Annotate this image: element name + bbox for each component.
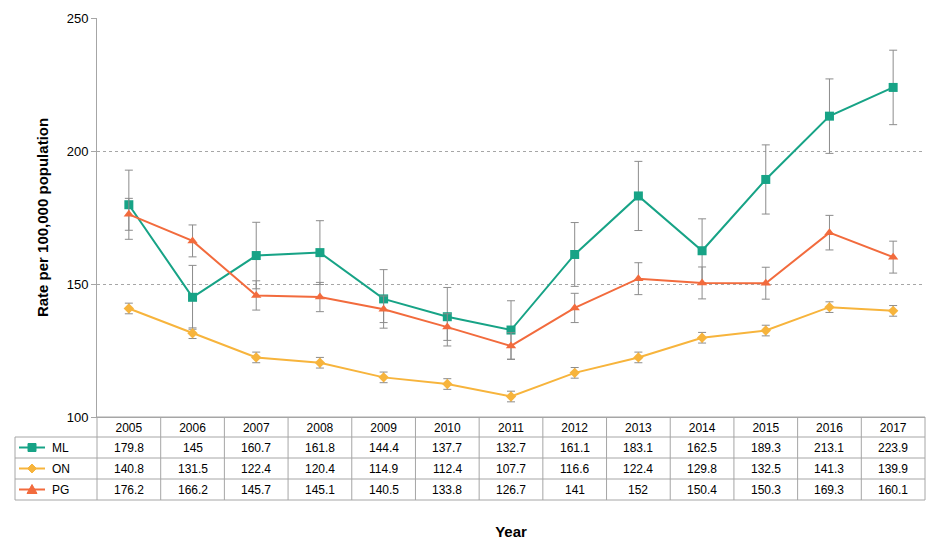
svg-text:137.7: 137.7 [432, 441, 462, 455]
svg-text:189.3: 189.3 [751, 441, 781, 455]
svg-text:250: 250 [67, 11, 89, 26]
svg-text:223.9: 223.9 [878, 441, 908, 455]
svg-text:2005: 2005 [115, 421, 142, 435]
svg-text:114.9: 114.9 [369, 462, 398, 476]
svg-text:179.8: 179.8 [114, 441, 144, 455]
svg-text:2015: 2015 [752, 421, 779, 435]
svg-text:ON: ON [52, 462, 70, 476]
svg-text:Year: Year [495, 523, 527, 540]
svg-text:129.8: 129.8 [687, 462, 717, 476]
svg-text:112.4: 112.4 [433, 462, 462, 476]
svg-text:140.8: 140.8 [114, 462, 144, 476]
svg-text:160.1: 160.1 [878, 483, 908, 497]
svg-text:140.5: 140.5 [369, 483, 399, 497]
svg-text:122.4: 122.4 [623, 462, 653, 476]
svg-text:132.7: 132.7 [496, 441, 526, 455]
svg-text:122.4: 122.4 [241, 462, 271, 476]
svg-text:2016: 2016 [816, 421, 843, 435]
svg-text:2011: 2011 [498, 421, 524, 435]
svg-text:131.5: 131.5 [178, 462, 208, 476]
svg-text:152: 152 [628, 483, 648, 497]
svg-text:2009: 2009 [370, 421, 397, 435]
svg-text:145.1: 145.1 [305, 483, 335, 497]
svg-text:2012: 2012 [561, 421, 588, 435]
svg-text:141: 141 [565, 483, 585, 497]
svg-text:2006: 2006 [179, 421, 206, 435]
svg-text:107.7: 107.7 [496, 462, 526, 476]
svg-text:145.7: 145.7 [241, 483, 271, 497]
svg-text:2017: 2017 [880, 421, 907, 435]
svg-text:139.9: 139.9 [878, 462, 908, 476]
svg-text:150: 150 [67, 277, 89, 292]
svg-text:150.3: 150.3 [751, 483, 781, 497]
svg-text:141.3: 141.3 [814, 462, 844, 476]
svg-text:176.2: 176.2 [114, 483, 144, 497]
svg-text:162.5: 162.5 [687, 441, 717, 455]
svg-text:100: 100 [67, 410, 89, 425]
svg-text:120.4: 120.4 [305, 462, 335, 476]
svg-text:133.8: 133.8 [432, 483, 462, 497]
svg-text:126.7: 126.7 [496, 483, 526, 497]
svg-text:116.6: 116.6 [560, 462, 589, 476]
svg-text:Rate per 100,000 population: Rate per 100,000 population [34, 118, 51, 317]
svg-text:183.1: 183.1 [623, 441, 653, 455]
svg-text:160.7: 160.7 [241, 441, 271, 455]
svg-text:166.2: 166.2 [178, 483, 208, 497]
svg-text:2007: 2007 [243, 421, 270, 435]
svg-text:145: 145 [183, 441, 203, 455]
svg-text:161.1: 161.1 [560, 441, 590, 455]
svg-text:150.4: 150.4 [687, 483, 717, 497]
svg-text:132.5: 132.5 [751, 462, 781, 476]
svg-text:PG: PG [52, 483, 69, 497]
svg-text:2013: 2013 [625, 421, 652, 435]
svg-text:ML: ML [52, 441, 69, 455]
svg-text:2008: 2008 [307, 421, 334, 435]
svg-text:213.1: 213.1 [814, 441, 844, 455]
svg-text:200: 200 [67, 144, 89, 159]
svg-text:2010: 2010 [434, 421, 461, 435]
svg-text:144.4: 144.4 [369, 441, 399, 455]
svg-text:169.3: 169.3 [814, 483, 844, 497]
svg-text:161.8: 161.8 [305, 441, 335, 455]
svg-text:2014: 2014 [689, 421, 716, 435]
